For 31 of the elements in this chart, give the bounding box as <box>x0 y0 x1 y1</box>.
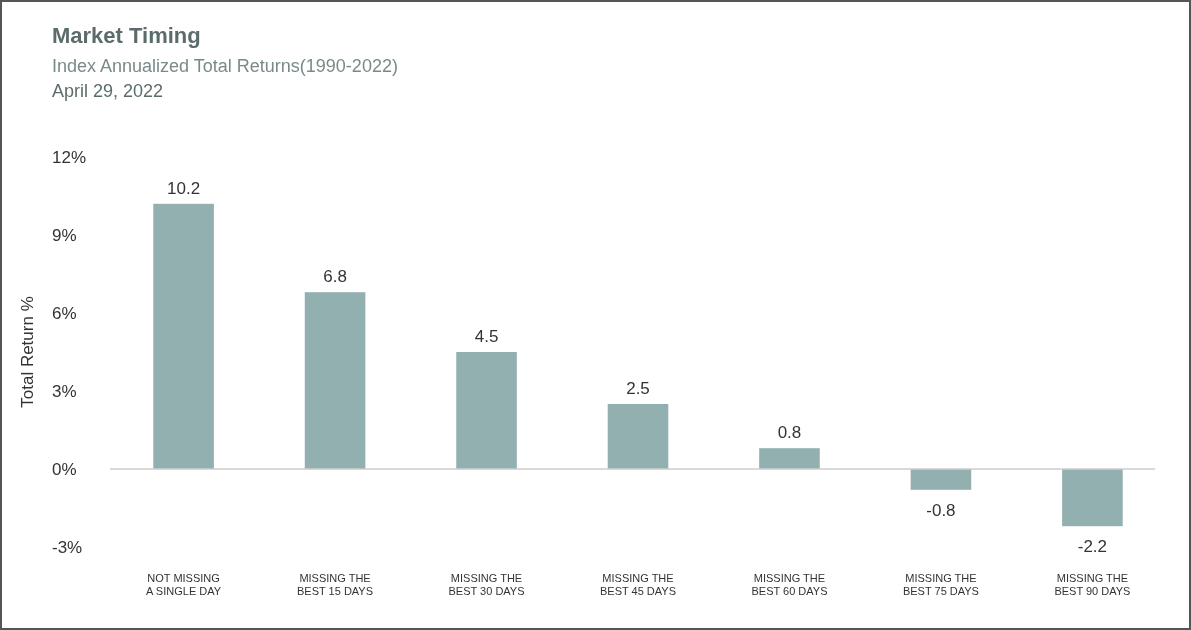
data-label: 6.8 <box>323 267 347 287</box>
bar <box>456 352 517 469</box>
data-label: 0.8 <box>777 423 802 443</box>
data-label: 2.5 <box>626 379 650 398</box>
data-label: -0.8 <box>926 500 956 520</box>
bar <box>1062 469 1123 527</box>
data-label: 10.2 <box>167 178 201 198</box>
data-label: 4.5 <box>474 327 499 346</box>
bar <box>607 404 669 469</box>
chart-title: Market Timing <box>52 23 201 48</box>
x-tick-label: MISSING THE BEST 15 DAYS <box>297 572 374 597</box>
text: April 29, 2022 <box>52 81 164 101</box>
x-tick-label: MISSING THE BEST 90 DAYS <box>1054 572 1131 597</box>
y-tick-label: 12% <box>52 147 87 167</box>
x-tick-label: MISSING THE BEST 60 DAYS <box>751 572 828 597</box>
y-tick-label: 6% <box>52 303 77 323</box>
data-label: -2.2 <box>1077 537 1108 557</box>
y-tick-label: 3% <box>52 381 77 401</box>
x-tick-label: MISSING THE BEST 75 DAYS <box>902 572 979 597</box>
y-axis-title: Total Return % <box>18 296 37 408</box>
x-tick-label: NOT MISSING A SINGLE DAY <box>146 572 222 597</box>
bar <box>153 203 214 469</box>
x-tick-label: MISSING THE BEST 45 DAYS <box>599 572 677 597</box>
y-tick-label: 9% <box>52 225 77 245</box>
x-tick-label: MISSING THE BEST 30 DAYS <box>448 572 525 597</box>
bar <box>759 448 820 469</box>
chart-subtitle: Index Annualized Total Returns(1990-2022) <box>52 56 398 76</box>
bar <box>304 292 366 469</box>
y-tick-label: -3% <box>52 537 83 557</box>
y-tick-label: 0% <box>52 459 77 479</box>
bar <box>910 469 972 490</box>
